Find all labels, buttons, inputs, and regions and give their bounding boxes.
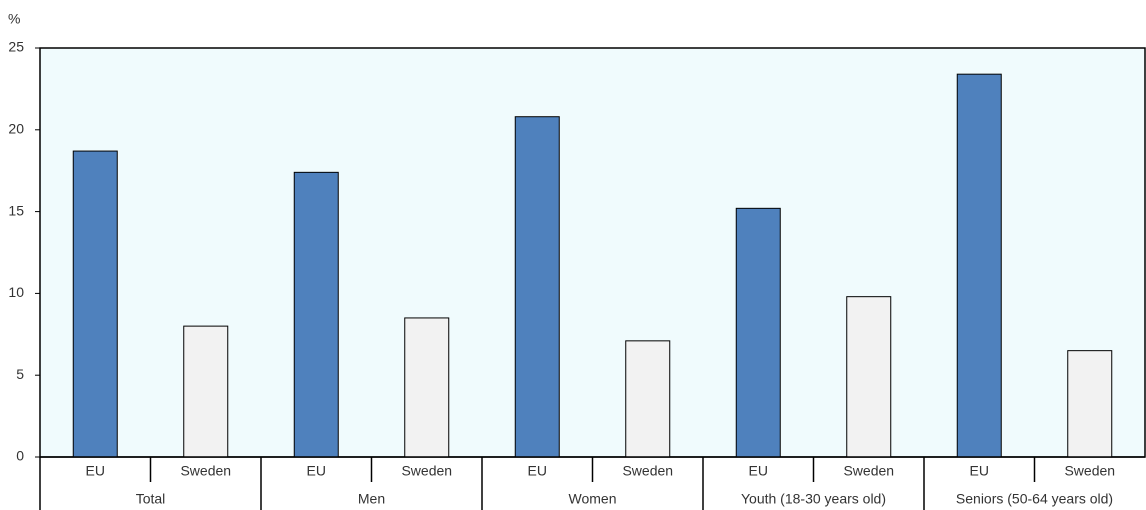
bar — [514, 116, 560, 458]
bar — [183, 325, 229, 458]
y-tick-label: 5 — [16, 366, 24, 382]
bar — [956, 73, 1002, 458]
bar — [404, 317, 450, 458]
group-label: Seniors (50-64 years old) — [956, 491, 1113, 507]
x-tick-label: Sweden — [622, 463, 673, 479]
y-tick-label: 25 — [8, 39, 24, 55]
bar — [72, 150, 118, 458]
y-tick-label: 20 — [8, 121, 24, 137]
bar — [846, 296, 892, 458]
group-label: Total — [136, 491, 166, 507]
x-tick-label: EU — [970, 463, 989, 479]
x-tick-label: EU — [749, 463, 768, 479]
y-tick-label: 15 — [8, 202, 24, 218]
bar — [1067, 350, 1113, 458]
x-tick-label: EU — [307, 463, 326, 479]
bar — [735, 207, 781, 458]
x-tick-label: EU — [528, 463, 547, 479]
x-tick-label: Sweden — [1064, 463, 1115, 479]
x-tick-label: Sweden — [401, 463, 452, 479]
x-tick-label: Sweden — [843, 463, 894, 479]
group-label: Women — [569, 491, 617, 507]
y-unit-label: % — [8, 11, 20, 27]
group-label: Men — [358, 491, 385, 507]
group-label: Youth (18-30 years old) — [741, 491, 886, 507]
y-tick-label: 10 — [8, 284, 24, 300]
y-tick-label: 0 — [16, 448, 24, 464]
bar — [625, 340, 671, 458]
x-tick-label: EU — [86, 463, 105, 479]
x-tick-label: Sweden — [180, 463, 231, 479]
bar — [293, 171, 339, 458]
